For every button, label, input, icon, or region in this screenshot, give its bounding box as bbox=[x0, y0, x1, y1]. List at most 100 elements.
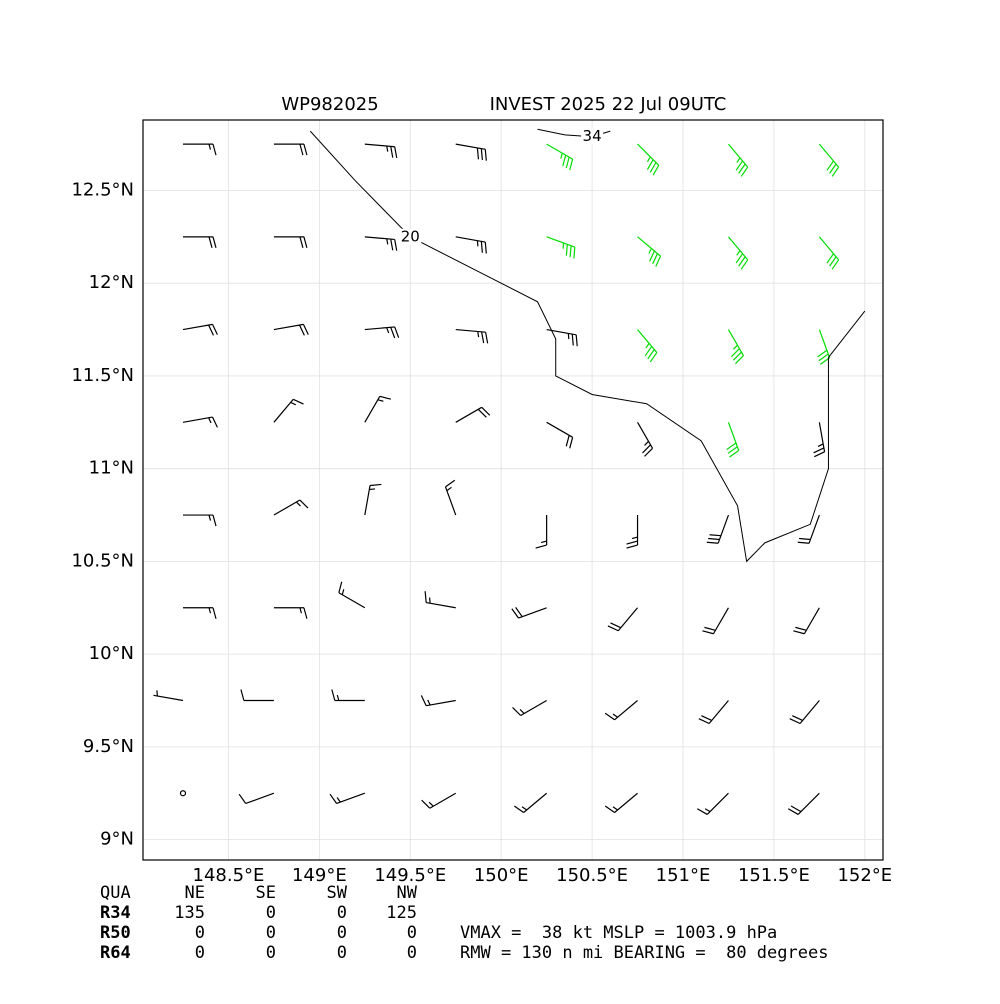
row-label: R64 bbox=[100, 943, 131, 963]
chart-title: INVEST 2025 22 Jul 09UTC bbox=[490, 94, 727, 115]
row-label: R34 bbox=[100, 903, 131, 923]
x-tick-label: 149°E bbox=[292, 865, 347, 886]
table-cell: 135 bbox=[174, 903, 205, 923]
table-cell: 125 bbox=[386, 903, 417, 923]
summary-line: VMAX = 38 kt MSLP = 1003.9 hPa bbox=[460, 923, 777, 943]
wind-barb bbox=[183, 236, 217, 248]
wind-barb bbox=[546, 328, 578, 347]
wind-barb bbox=[273, 323, 309, 336]
wind-barb bbox=[273, 236, 308, 248]
grid bbox=[143, 120, 883, 860]
wind-barb bbox=[338, 581, 366, 609]
wind-barb bbox=[813, 422, 826, 458]
table-header: SE bbox=[256, 883, 276, 903]
wind-barb bbox=[727, 143, 749, 177]
wind-barb bbox=[183, 607, 217, 619]
calm-marker bbox=[179, 790, 187, 797]
wind-barb bbox=[604, 792, 638, 814]
wind-barb bbox=[817, 329, 831, 365]
plot-area: 34 20 bbox=[153, 127, 866, 815]
wind-barb bbox=[637, 329, 658, 363]
wind-barb bbox=[706, 514, 730, 544]
wind-barb bbox=[535, 515, 548, 549]
y-tick-label: 12.5°N bbox=[71, 179, 134, 200]
table-cell: 0 bbox=[195, 943, 205, 963]
wind-barb bbox=[637, 422, 654, 457]
table-header: NE bbox=[185, 883, 205, 903]
wind-barb bbox=[607, 607, 639, 632]
wind-barb bbox=[797, 514, 820, 544]
table-cell: 0 bbox=[266, 903, 276, 923]
wind-barb bbox=[364, 143, 398, 159]
summary-line: RMW = 130 n mi BEARING = 80 degrees bbox=[460, 943, 828, 963]
contour-label-bg bbox=[581, 128, 604, 145]
wind-barb bbox=[793, 607, 820, 635]
contour-line bbox=[309, 130, 866, 563]
table-cell: 0 bbox=[195, 923, 205, 943]
table-header: SW bbox=[327, 883, 348, 903]
table-header: NW bbox=[397, 883, 418, 903]
contour-label: 20 bbox=[401, 227, 420, 245]
wind-barb bbox=[697, 792, 729, 815]
row-label: R50 bbox=[100, 923, 131, 943]
wind-barb bbox=[364, 326, 400, 339]
wind-barb bbox=[698, 700, 729, 725]
x-tick-label: 152°E bbox=[837, 865, 892, 886]
wind-barb bbox=[727, 236, 749, 270]
wind-barb bbox=[637, 236, 662, 267]
wind-barb bbox=[364, 483, 382, 516]
wind-barb bbox=[273, 398, 304, 423]
wind-barb bbox=[273, 607, 308, 619]
wind-barb bbox=[513, 792, 548, 814]
wind-barb bbox=[331, 689, 365, 702]
wind-barb bbox=[183, 143, 217, 156]
wind-barb bbox=[727, 329, 744, 365]
table-cell: 0 bbox=[266, 923, 276, 943]
axes: 148.5°E 149°E 149.5°E 150°E 150.5°E 151°E 151.… bbox=[71, 179, 892, 886]
x-tick-label: 148.5°E bbox=[193, 865, 265, 886]
table-header: QUA bbox=[100, 883, 131, 903]
wind-barb bbox=[364, 236, 398, 251]
table-cell: 0 bbox=[337, 943, 347, 963]
x-tick-label: 150.5°E bbox=[556, 865, 628, 886]
wind-barb bbox=[637, 143, 660, 176]
wind-barb bbox=[626, 515, 639, 549]
wind-barb bbox=[153, 690, 184, 702]
wind-barb bbox=[546, 421, 574, 449]
y-tick-label: 9°N bbox=[100, 829, 134, 850]
wind-barb bbox=[546, 236, 576, 259]
y-tick-label: 10°N bbox=[89, 643, 134, 664]
wind-barb bbox=[455, 406, 491, 423]
y-tick-label: 11°N bbox=[89, 458, 134, 479]
wind-barb bbox=[182, 416, 218, 428]
table-cell: 0 bbox=[337, 923, 347, 943]
wind-barb bbox=[183, 514, 217, 527]
table-cell: 0 bbox=[337, 903, 347, 923]
chart-title: WP982025 bbox=[281, 94, 378, 115]
y-tick-label: 9.5°N bbox=[83, 736, 134, 757]
wind-barb bbox=[726, 422, 740, 458]
wind-barb bbox=[787, 792, 820, 815]
wind-barb bbox=[604, 700, 638, 721]
y-tick-label: 10.5°N bbox=[71, 550, 134, 571]
wind-barb bbox=[364, 395, 391, 423]
table-cell: 0 bbox=[266, 943, 276, 963]
plot-frame bbox=[142, 119, 884, 861]
wind-barb bbox=[238, 792, 275, 805]
x-tick-label: 151°E bbox=[656, 865, 711, 886]
contour-label-bg bbox=[399, 228, 422, 245]
y-tick-label: 11.5°N bbox=[71, 365, 134, 386]
wind-barb bbox=[182, 323, 218, 336]
wind-barb bbox=[702, 607, 729, 635]
wind-barb bbox=[273, 143, 308, 156]
wind-barb bbox=[444, 479, 457, 516]
x-tick-label: 149.5°E bbox=[374, 865, 446, 886]
contour-label: 34 bbox=[583, 127, 602, 145]
wind-barb bbox=[421, 792, 457, 809]
y-tick-label: 12°N bbox=[89, 272, 134, 293]
wind-barb bbox=[511, 607, 547, 619]
wind-barb bbox=[512, 699, 547, 717]
wind-barb bbox=[455, 236, 487, 254]
